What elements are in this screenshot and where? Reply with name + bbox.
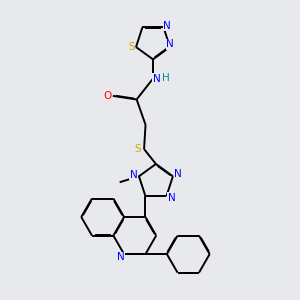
- Text: H: H: [163, 73, 170, 83]
- Text: N: N: [168, 193, 176, 203]
- Text: S: S: [135, 144, 141, 154]
- Text: N: N: [163, 21, 171, 31]
- Text: N: N: [153, 74, 160, 84]
- Text: O: O: [103, 91, 112, 101]
- Text: N: N: [117, 252, 124, 262]
- Text: S: S: [128, 42, 135, 52]
- Text: N: N: [166, 39, 174, 49]
- Text: N: N: [130, 170, 137, 180]
- Text: N: N: [174, 169, 182, 179]
